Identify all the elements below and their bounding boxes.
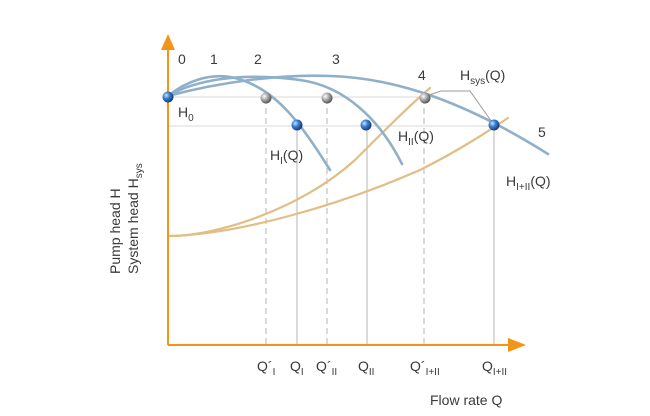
y-axis-title-line1: Pump head H	[107, 188, 123, 274]
tick-q-prime-i-plus-ii: Q´I+II	[410, 358, 440, 378]
system-curve-steep	[168, 86, 432, 238]
pump-curve-i-plus-ii	[166, 74, 550, 156]
point-0-marker	[162, 91, 174, 103]
y-axis-title-line2: System head Hsys	[125, 163, 145, 274]
system-curve-flat	[168, 116, 510, 238]
y-axis-arrowhead	[161, 34, 175, 50]
point-5-marker	[488, 119, 500, 131]
point-label-2: 2	[254, 51, 262, 67]
label-hi-plus-ii: HI+II(Q)	[506, 173, 551, 193]
pump-curve-i	[166, 74, 332, 172]
tick-q-prime-i: Q´I	[257, 358, 275, 378]
point-label-1: 1	[210, 51, 218, 67]
point-4-marker	[419, 92, 431, 104]
tick-q-i: QI	[290, 358, 304, 378]
point-label-5: 5	[538, 124, 546, 140]
pump-curve-ii	[166, 75, 404, 166]
point-hi-marker	[291, 119, 303, 131]
point-2-marker	[260, 92, 272, 104]
point-label-0: 0	[178, 51, 186, 67]
label-hi: HI(Q)	[270, 147, 303, 167]
point-label-3: 3	[332, 51, 340, 67]
label-h0: H0	[178, 104, 194, 124]
x-axis-title: Flow rate Q	[430, 392, 502, 408]
tick-q-i-plus-ii: QI+II	[482, 358, 507, 378]
hsys-leader-line	[425, 90, 495, 126]
tick-q-prime-ii: Q´II	[316, 358, 337, 378]
point-label-4: 4	[418, 67, 426, 83]
point-hii-marker	[360, 119, 372, 131]
x-axis-arrowhead	[508, 338, 526, 352]
tick-q-ii: QII	[358, 358, 374, 378]
label-hsys: Hsys(Q)	[460, 67, 505, 87]
label-hii: HII(Q)	[398, 128, 434, 148]
point-3-marker	[321, 92, 333, 104]
